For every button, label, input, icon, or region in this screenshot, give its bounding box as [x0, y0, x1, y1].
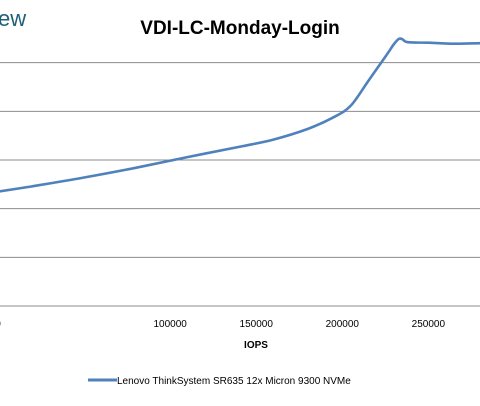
x-axis-label: IOPS	[244, 340, 268, 351]
watermark-text: ew	[0, 6, 26, 31]
series-line-0	[0, 37, 480, 193]
legend-label-0: Lenovo ThinkSystem SR635 12x Micron 9300…	[117, 376, 351, 387]
x-tick-label-4: 250000	[412, 319, 446, 330]
x-tick-label-0: 0	[0, 319, 1, 330]
chart-title: VDI-LC-Monday-Login	[140, 18, 339, 39]
x-tick-label-1: 100000	[153, 319, 187, 330]
x-tick-label-3: 200000	[326, 319, 360, 330]
grid-layer	[0, 62, 480, 258]
x-tick-label-2: 150000	[240, 319, 274, 330]
axis-layer: 0 100000 150000 200000 250000	[0, 305, 480, 330]
series-layer	[0, 37, 480, 193]
legend: Lenovo ThinkSystem SR635 12x Micron 9300…	[88, 376, 351, 387]
